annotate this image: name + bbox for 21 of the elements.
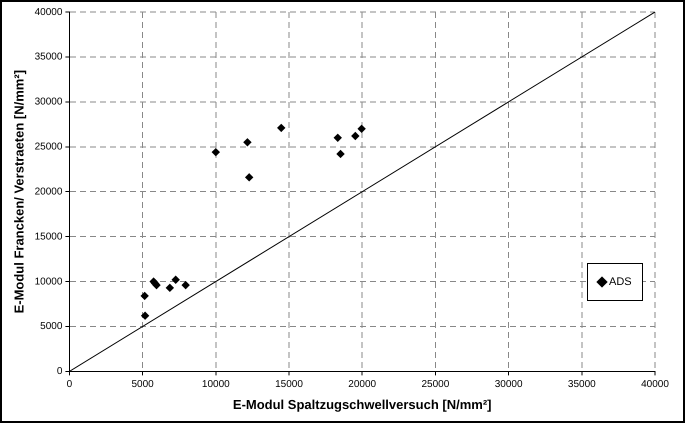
x-tick-label: 5000 [131, 379, 154, 390]
x-tick-label: 25000 [421, 379, 450, 390]
x-axis-title: E-Modul Spaltzugschwellversuch [N/mm²] [232, 396, 492, 412]
y-tick-label: 40000 [34, 6, 63, 18]
x-tick-label: 35000 [568, 379, 596, 390]
y-tick-label: 0 [56, 366, 63, 378]
y-tick-label: 15000 [34, 231, 63, 242]
x-tick-label: 20000 [348, 379, 377, 390]
x-tick-label: 40000 [641, 379, 670, 390]
y-tick-label: 35000 [34, 52, 63, 63]
x-tick-label: 0 [66, 379, 73, 390]
y-tick-label: 30000 [34, 96, 63, 108]
y-axis-title: E-Modul Francken/ Verstraeten [N/mm²] [11, 70, 26, 314]
y-tick-label: 25000 [34, 142, 63, 153]
y-tick-label: 10000 [34, 276, 63, 288]
x-tick-label: 15000 [275, 379, 304, 390]
x-tick-label: 10000 [202, 379, 230, 390]
x-tick-label: 30000 [494, 379, 523, 390]
y-tick-label: 20000 [34, 186, 63, 198]
y-tick-label: 5000 [40, 321, 63, 332]
legend-label: ADS [609, 276, 632, 288]
